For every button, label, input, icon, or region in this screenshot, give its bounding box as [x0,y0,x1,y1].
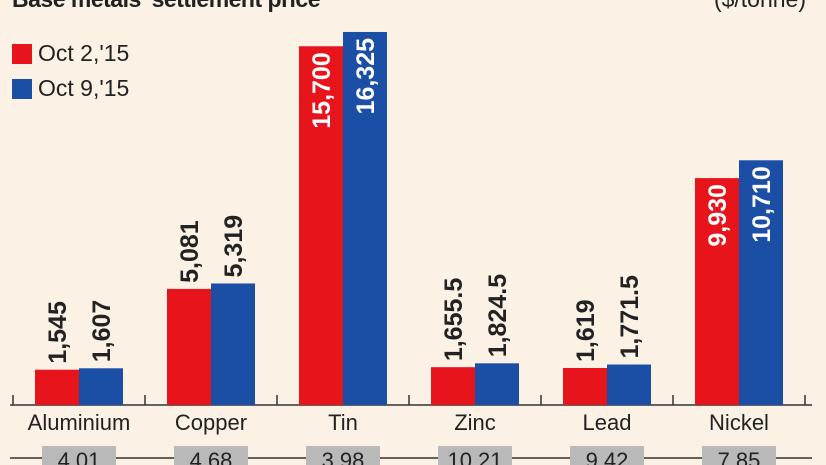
change-box [42,446,116,465]
bar-tin-1 [343,31,387,405]
value-label: 1,619 [572,299,600,362]
bar-zinc-1 [475,363,519,405]
bar-zinc-0 [431,367,475,405]
category-label: Aluminium [28,410,131,435]
category-label: Lead [583,410,632,435]
value-label: 1,771.5 [616,275,644,359]
change-box [570,446,644,465]
change-value: 3.98 [322,448,365,465]
value-label: 1,655.5 [440,278,468,362]
change-value: 4.01 [58,448,101,465]
value-label: 15,700 [308,52,336,128]
category-label: Nickel [709,410,769,435]
bar-aluminium-1 [79,368,123,405]
value-label: 5,081 [176,220,204,283]
change-value: 7.85 [718,448,761,465]
bar-lead-1 [607,364,651,405]
legend-label: Oct 9,'15 [38,75,130,101]
unit-label: ($/tonne) [714,0,806,13]
value-label: 1,824.5 [484,274,512,358]
value-label: 9,930 [704,184,732,247]
bar-copper-0 [167,288,211,405]
change-value: 4.68 [190,448,233,465]
category-label: Tin [328,410,358,435]
value-label: 16,325 [352,38,380,115]
change-box [438,446,512,465]
chart-title: Base metals' settlement price [12,0,321,13]
legend-label: Oct 2,'15 [38,40,130,66]
change-value: 10.21 [447,448,502,465]
category-label: Copper [175,410,247,435]
bar-aluminium-0 [35,369,79,405]
value-label: 5,319 [220,215,248,278]
legend-item-oct9: Oct 9,'15 [12,75,129,102]
change-box [306,446,380,465]
bar-lead-0 [563,368,607,405]
change-box [702,446,776,465]
legend-item-oct2: Oct 2,'15 [12,40,129,67]
category-label: Zinc [454,410,496,435]
value-label: 1,545 [44,301,72,364]
value-label: 1,607 [88,300,116,363]
bar-tin-0 [299,46,343,405]
bar-copper-1 [211,283,255,405]
value-label: 10,710 [748,166,776,242]
change-value: 9.42 [586,448,629,465]
legend-swatch [12,43,32,64]
bar-nickel-0 [695,178,739,405]
change-box [174,446,248,465]
bar-nickel-1 [739,160,783,405]
legend-swatch [12,78,32,99]
